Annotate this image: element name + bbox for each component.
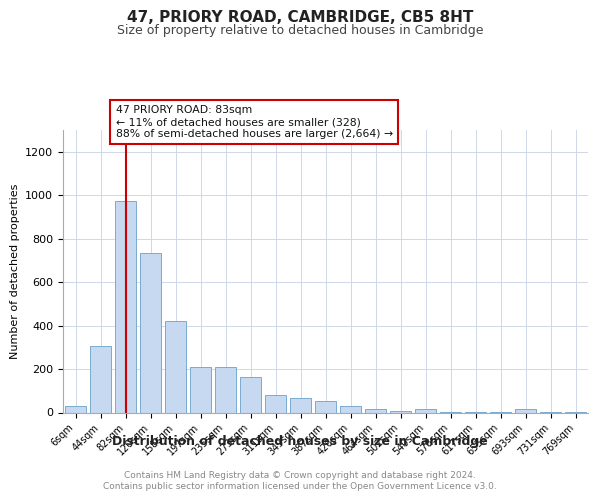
Bar — [240, 376, 261, 412]
Bar — [65, 406, 86, 412]
Bar — [215, 367, 236, 412]
Bar — [290, 398, 311, 412]
Text: Size of property relative to detached houses in Cambridge: Size of property relative to detached ho… — [117, 24, 483, 37]
Bar — [390, 411, 411, 412]
Y-axis label: Number of detached properties: Number of detached properties — [10, 184, 20, 359]
Text: 47 PRIORY ROAD: 83sqm
← 11% of detached houses are smaller (328)
88% of semi-det: 47 PRIORY ROAD: 83sqm ← 11% of detached … — [115, 106, 392, 138]
Bar — [415, 409, 436, 412]
Bar — [140, 253, 161, 412]
Text: 47, PRIORY ROAD, CAMBRIDGE, CB5 8HT: 47, PRIORY ROAD, CAMBRIDGE, CB5 8HT — [127, 10, 473, 25]
Bar — [365, 409, 386, 412]
Text: Distribution of detached houses by size in Cambridge: Distribution of detached houses by size … — [112, 435, 488, 448]
Bar — [515, 409, 536, 412]
Text: Contains HM Land Registry data © Crown copyright and database right 2024.: Contains HM Land Registry data © Crown c… — [124, 471, 476, 480]
Bar — [165, 321, 186, 412]
Text: Contains public sector information licensed under the Open Government Licence v3: Contains public sector information licen… — [103, 482, 497, 491]
Bar — [340, 406, 361, 412]
Bar — [90, 346, 111, 412]
Bar — [265, 395, 286, 412]
Bar — [115, 200, 136, 412]
Bar — [190, 367, 211, 412]
Bar — [315, 400, 336, 412]
